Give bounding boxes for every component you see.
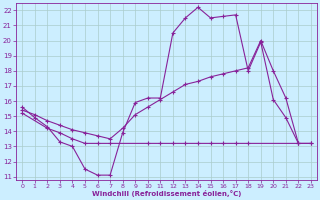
X-axis label: Windchill (Refroidissement éolien,°C): Windchill (Refroidissement éolien,°C) [92,190,241,197]
